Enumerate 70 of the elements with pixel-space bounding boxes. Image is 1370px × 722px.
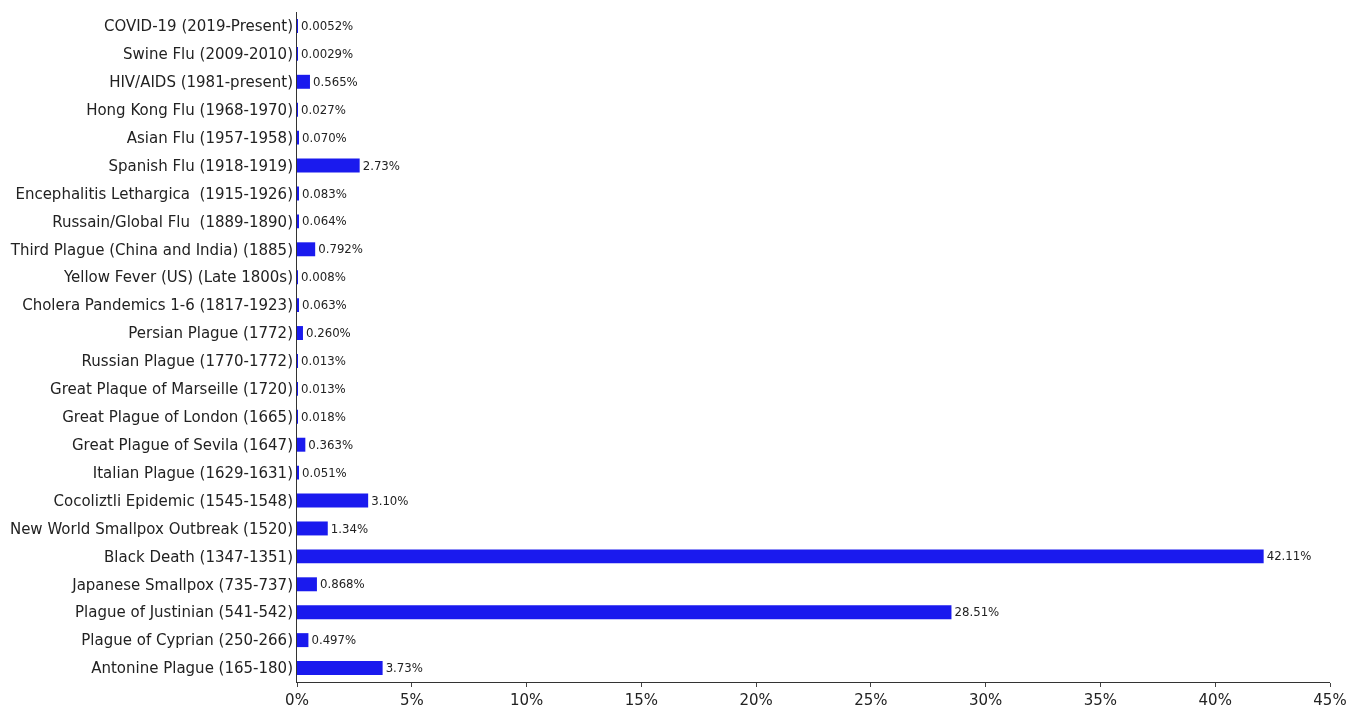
y-tick-label: Asian Flu (1957-1958) — [126, 128, 293, 147]
bar — [297, 549, 1264, 564]
data-label: 0.260% — [305, 326, 351, 341]
x-tick-label: 30% — [969, 691, 1003, 709]
data-label: 28.51% — [954, 605, 1000, 620]
y-tick-label: New World Smallpox Outbreak (1520) — [9, 519, 293, 538]
x-tick-label: 35% — [1083, 691, 1118, 709]
y-tick-label: COVID-19 (2019-Present) — [103, 17, 293, 36]
x-tick-label: 20% — [739, 691, 773, 709]
y-tick-label: Italian Plague (1629-1631) — [92, 463, 293, 482]
x-tick-label: 40% — [1198, 691, 1232, 709]
x-tick-label: 25% — [854, 691, 888, 709]
data-label: 1.34% — [330, 521, 369, 536]
bar — [297, 493, 369, 508]
x-tick-label: 5% — [399, 691, 424, 709]
bar — [297, 74, 310, 89]
y-tick-label: Antonine Plague (165-180) — [91, 659, 293, 678]
data-label: 0.013% — [301, 381, 346, 396]
data-label: 0.064% — [302, 214, 347, 229]
bar — [297, 633, 309, 648]
bar — [297, 158, 360, 173]
y-tick-label: Cholera Pandemics 1-6 (1817-1923) — [22, 296, 293, 315]
bar — [297, 437, 306, 452]
bar — [297, 577, 317, 592]
data-label: 0.013% — [301, 354, 346, 368]
y-tick-label: Hong Kong Flu (1968-1970) — [86, 100, 293, 119]
bar — [297, 661, 383, 676]
x-tick-label: 45% — [1313, 691, 1347, 709]
y-tick-label: Russian Plague (1770-1772) — [81, 352, 293, 371]
y-tick-label: Swine Flu (2009-2010) — [123, 45, 293, 64]
y-tick-label: Persian Plague (1772) — [128, 324, 293, 343]
y-tick-label: Great Plaque of Marseille (1720) — [50, 380, 293, 399]
data-label: 0.008% — [301, 270, 346, 285]
bar — [297, 326, 303, 341]
x-tick-label: 0% — [285, 691, 309, 709]
bar — [297, 605, 952, 620]
y-tick-label: Great Plague of Sevila (1647) — [72, 435, 293, 454]
data-label: 0.792% — [318, 242, 363, 257]
y-tick-label: Encephalitis Lethargica (1915-1926) — [15, 184, 293, 203]
x-tick-label: 15% — [624, 691, 658, 709]
data-label: 0.063% — [302, 298, 347, 313]
y-tick-label: Plague of Justinian (541-542) — [75, 603, 293, 622]
data-label: 0.018% — [301, 409, 346, 424]
data-label: 0.0052% — [301, 19, 354, 33]
y-tick-label: Cocoliztli Epidemic (1545-1548) — [53, 491, 293, 510]
y-tick-label: HIV/AIDS (1981-present) — [109, 73, 293, 92]
y-tick-label: Black Death (1347-1351) — [104, 547, 293, 566]
data-label: 3.10% — [371, 493, 409, 508]
data-label: 2.73% — [362, 158, 401, 173]
data-label: 0.868% — [319, 577, 365, 592]
y-tick-label: Third Plague (China and India) (1885) — [9, 240, 293, 259]
data-label: 0.363% — [308, 437, 354, 452]
data-label: 3.73% — [385, 661, 423, 676]
x-tick-label: 10% — [509, 691, 544, 709]
data-label: 0.565% — [312, 74, 358, 89]
data-label: 0.051% — [302, 465, 347, 480]
data-label: 0.027% — [301, 102, 346, 117]
y-tick-label: Russain/Global Flu (1889-1890) — [52, 212, 293, 231]
bar — [297, 521, 328, 536]
data-label: 0.083% — [302, 186, 347, 201]
y-tick-label: Spanish Flu (1918-1919) — [108, 156, 293, 175]
data-label: 42.11% — [1266, 549, 1312, 564]
data-label: 0.070% — [302, 130, 347, 145]
y-tick-label: Great Plague of London (1665) — [62, 408, 293, 427]
bar — [297, 242, 316, 257]
data-label: 0.497% — [311, 633, 357, 648]
y-tick-label: Japanese Smallpox (735-737) — [71, 575, 293, 594]
data-label: 0.0029% — [301, 46, 354, 61]
y-tick-label: Plague of Cyprian (250-266) — [81, 631, 293, 650]
y-tick-label: Yellow Fever (US) (Late 1800s) — [62, 268, 293, 287]
